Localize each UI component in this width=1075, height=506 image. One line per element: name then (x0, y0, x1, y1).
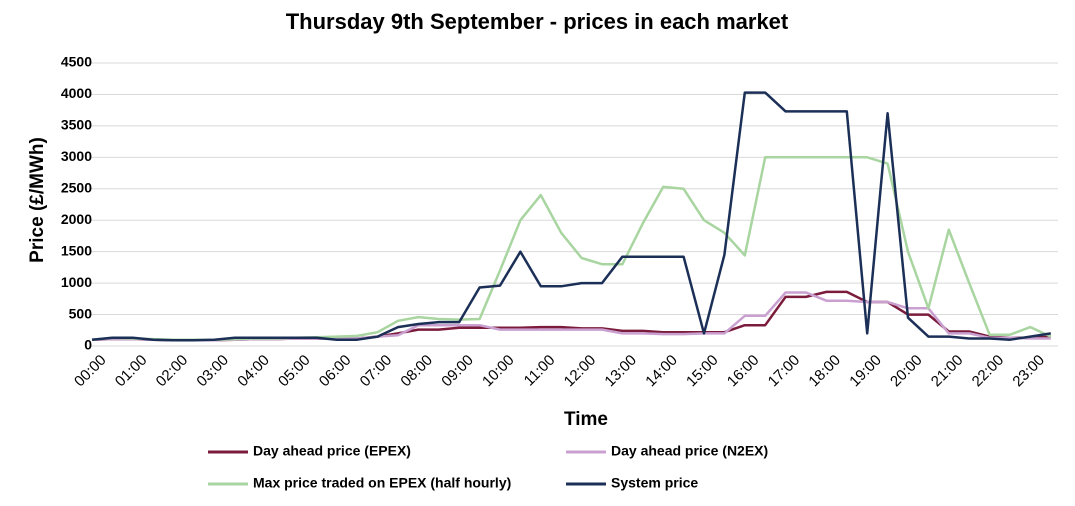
y-tick-label: 0 (84, 337, 92, 353)
y-tick-label: 3000 (61, 148, 92, 164)
x-tick-label: 13:00 (601, 352, 640, 391)
x-tick-label: 16:00 (724, 352, 763, 391)
x-tick-label: 18:00 (805, 352, 844, 391)
x-tick-label: 20:00 (887, 352, 926, 391)
x-tick-label: 08:00 (397, 352, 436, 391)
x-tick-label: 06:00 (316, 352, 355, 391)
x-tick-label: 03:00 (193, 352, 232, 391)
x-tick-label: 21:00 (928, 352, 967, 391)
chart-title: Thursday 9th September - prices in each … (286, 9, 789, 34)
x-tick-label: 02:00 (153, 352, 192, 391)
x-tick-label: 10:00 (479, 352, 518, 391)
y-tick-label: 500 (69, 305, 93, 321)
x-tick-label: 14:00 (642, 352, 681, 391)
y-tick-label: 4000 (61, 85, 92, 101)
y-tick-label: 1000 (61, 274, 92, 290)
x-tick-label: 05:00 (275, 352, 314, 391)
y-tick-label: 2500 (61, 179, 92, 195)
x-tick-label: 15:00 (683, 352, 722, 391)
y-tick-label: 1500 (61, 242, 92, 258)
legend-label: Max price traded on EPEX (half hourly) (253, 475, 511, 491)
x-tick-label: 00:00 (71, 352, 110, 391)
legend-label: Day ahead price (N2EX) (611, 443, 768, 459)
legend-label: System price (611, 475, 698, 491)
y-axis-title: Price (£/MWh) (27, 137, 48, 263)
y-tick-label: 4500 (61, 54, 92, 70)
x-tick-label: 09:00 (438, 352, 477, 391)
x-tick-label: 17:00 (765, 352, 804, 391)
x-tick-label: 22:00 (969, 352, 1008, 391)
x-axis-title: Time (564, 409, 608, 430)
series-line (91, 91, 1051, 342)
legend-label: Day ahead price (EPEX) (253, 443, 411, 459)
x-tick-label: 07:00 (357, 352, 396, 391)
x-tick-label: 23:00 (1009, 352, 1048, 391)
x-tick-label: 12:00 (561, 352, 600, 391)
x-tick-label: 01:00 (112, 352, 151, 391)
x-tick-label: 11:00 (521, 352, 559, 390)
x-tick-label: 04:00 (234, 352, 273, 391)
y-tick-label: 2000 (61, 211, 92, 227)
x-tick-label: 19:00 (846, 352, 885, 391)
y-tick-label: 3500 (61, 117, 92, 133)
